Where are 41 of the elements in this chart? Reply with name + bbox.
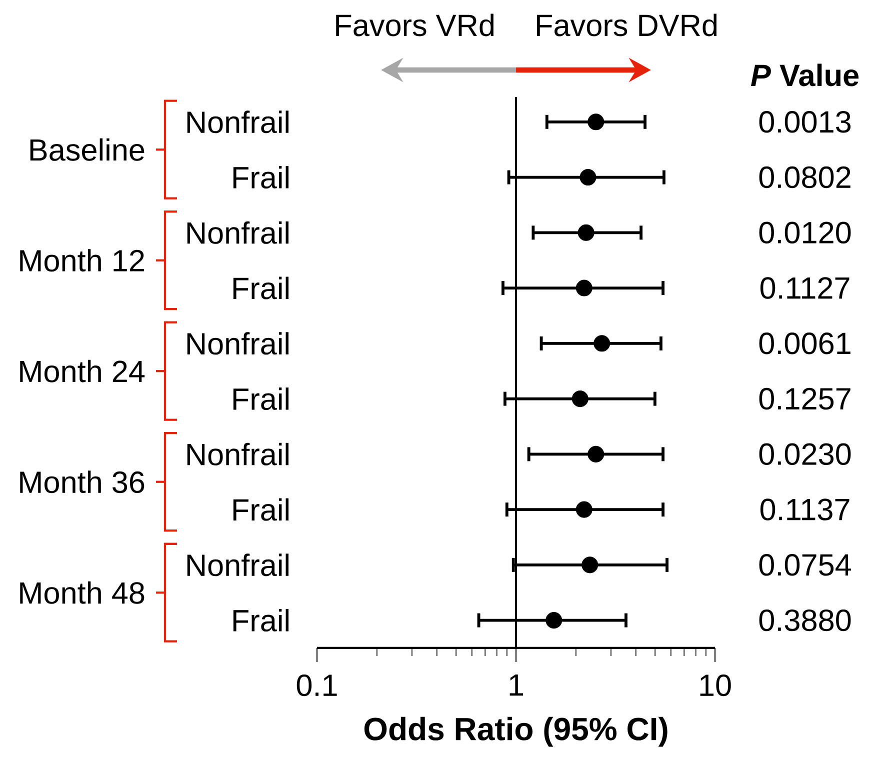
text: 0.3880 <box>759 609 851 632</box>
point <box>588 114 604 130</box>
y-tick-label: Frail <box>233 388 288 410</box>
text: P Value <box>750 64 859 86</box>
y-tick-label: Frail <box>233 166 288 189</box>
text: 0.0061 <box>759 332 850 354</box>
x-tick-label: 0.1 <box>296 674 337 696</box>
text: 0.1127 <box>760 277 850 299</box>
y-tick-label: Nonfrail <box>187 554 288 576</box>
text: Month 24 <box>20 360 145 382</box>
text: 0.0013 <box>759 111 851 133</box>
point <box>576 501 592 518</box>
y-tick-label: Nonfrail <box>187 221 288 244</box>
text: 0.0230 <box>759 443 851 466</box>
y-tick-label: Frail <box>233 276 288 300</box>
text: Favors DVRd <box>537 14 717 36</box>
point <box>572 390 588 408</box>
text: 0.0802 <box>759 166 850 188</box>
y-tick-label: Frail <box>233 609 288 632</box>
point <box>582 556 598 574</box>
x-axis-title: Odds Ratio (95% CI) <box>364 716 668 747</box>
x-tick-label: 1 <box>510 674 524 696</box>
y-tick-label: Frail <box>233 498 288 521</box>
text: Favors VRd <box>336 14 494 36</box>
point <box>576 280 592 296</box>
point <box>578 224 594 241</box>
x-tick-label: 10 <box>700 674 731 696</box>
point <box>580 169 596 186</box>
text: Month 48 <box>20 581 144 604</box>
text: 0.0120 <box>759 222 851 244</box>
text: Month 36 <box>20 470 144 494</box>
point <box>588 446 604 462</box>
text: Baseline <box>30 138 144 161</box>
y-tick-label: Nonfrail <box>187 332 288 355</box>
y-tick-label: Nonfrail <box>187 110 288 134</box>
y-tick-label: Nonfrail <box>187 442 288 466</box>
text: 0.0754 <box>759 554 852 576</box>
point <box>594 335 610 352</box>
text: Month 12 <box>20 249 144 272</box>
text: 0.1137 <box>760 498 850 520</box>
text: 0.1257 <box>759 388 850 410</box>
